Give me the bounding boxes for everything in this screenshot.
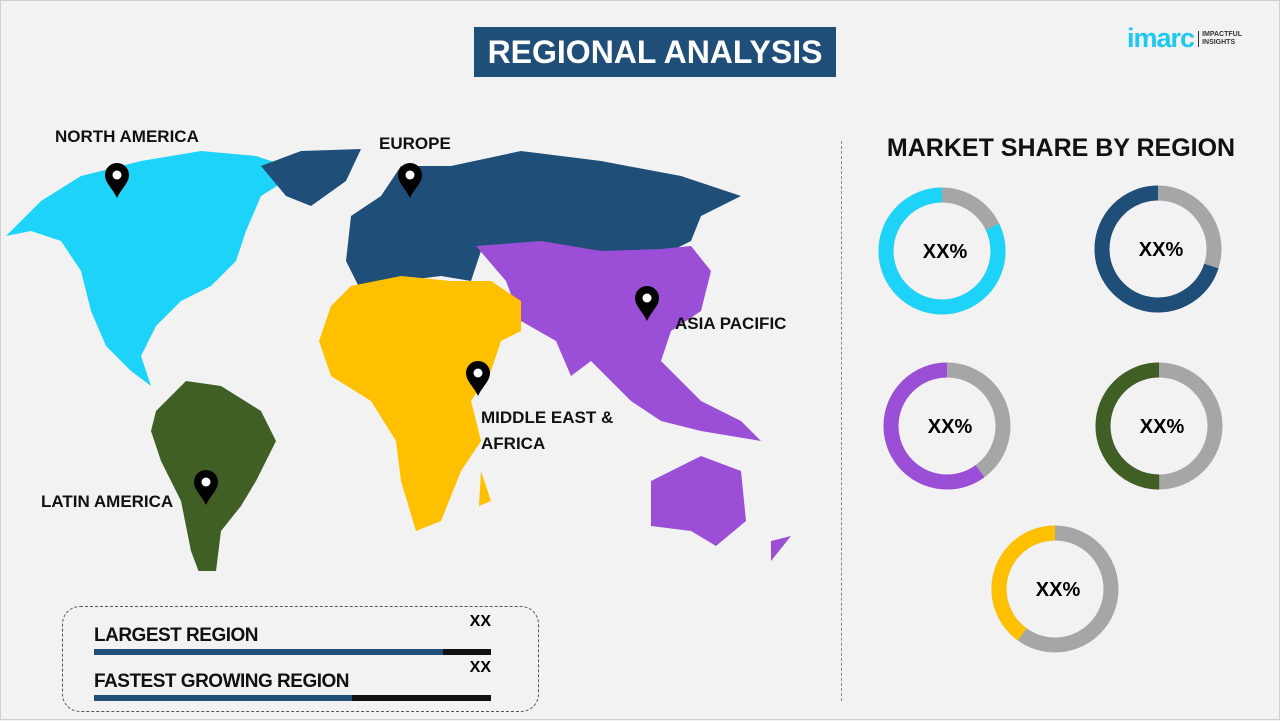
world-map <box>6 149 791 571</box>
fastest-region-value: XX <box>469 659 491 676</box>
donut-label: XX% <box>923 241 968 263</box>
donut-label: XX% <box>1139 239 1184 261</box>
map-pin-icon <box>466 361 490 396</box>
largest-region-row: LARGEST REGION XX <box>94 613 491 655</box>
donut-label: XX% <box>928 416 973 438</box>
region-middle-east-africa <box>319 276 521 531</box>
largest-region-label: LARGEST REGION <box>94 625 259 646</box>
largest-region-value: XX <box>469 613 491 630</box>
label-mea-1: MIDDLE EAST & <box>481 408 614 427</box>
map-pin-icon <box>398 163 422 198</box>
fastest-region-row: FASTEST GROWING REGION XX <box>94 659 491 701</box>
label-mea-2: AFRICA <box>481 434 546 453</box>
logo-text: imarc <box>1127 23 1195 53</box>
summary-box: LARGEST REGION XX FASTEST GROWING REGION… <box>62 606 539 712</box>
label-asia-pacific: ASIA PACIFIC <box>675 314 787 333</box>
chart-title: MARKET SHARE BY REGION <box>886 134 1236 162</box>
region-asia-pacific <box>476 241 791 561</box>
donut-label: XX% <box>1140 416 1185 438</box>
donut-label: XX% <box>1036 579 1081 601</box>
divider <box>841 141 842 701</box>
largest-region-bar <box>94 649 491 655</box>
map-pins <box>105 163 659 505</box>
donut-slice <box>991 525 1119 653</box>
map-pin-icon <box>194 470 218 505</box>
region-north-america <box>6 151 301 386</box>
region-greenland <box>261 149 361 206</box>
map-pin-icon <box>105 163 129 198</box>
donut-slice <box>1094 185 1222 313</box>
page-title: REGIONAL ANALYSIS <box>474 27 836 77</box>
label-europe: EUROPE <box>379 134 451 153</box>
map-pin-icon <box>635 286 659 321</box>
logo-tagline: IMPACTFUL INSIGHTS <box>1198 30 1246 47</box>
donut-slice <box>883 362 1011 490</box>
donut-slice <box>1095 362 1223 490</box>
label-north-america: NORTH AMERICA <box>55 127 199 146</box>
fastest-region-label: FASTEST GROWING REGION <box>94 671 350 692</box>
donut-slice <box>878 187 1006 315</box>
imarc-logo: imarc IMPACTFUL INSIGHTS <box>1127 23 1246 54</box>
label-latin-america: LATIN AMERICA <box>41 492 174 511</box>
fastest-region-bar <box>94 695 491 701</box>
